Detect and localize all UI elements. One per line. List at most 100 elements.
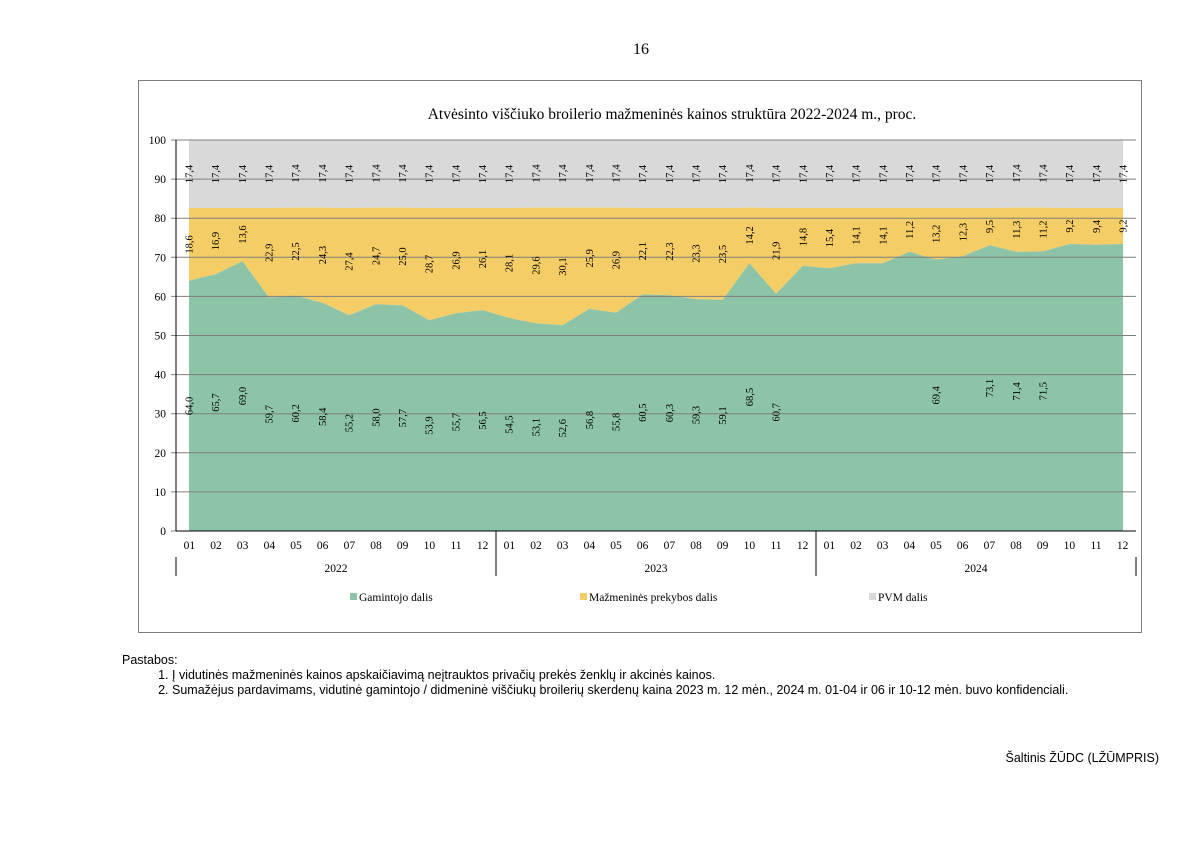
y-tick-label: 60 — [155, 291, 167, 303]
legend-swatch — [580, 593, 587, 600]
data-label-mazmenines: 11,2 — [1038, 221, 1049, 239]
data-label-mazmenines: 27,4 — [345, 252, 356, 271]
data-label-pvm: 17,4 — [905, 164, 916, 183]
data-label-pvm: 17,4 — [878, 164, 889, 183]
x-tick-label: 10 — [1064, 540, 1076, 552]
data-label-pvm: 17,4 — [505, 164, 516, 183]
data-label-gamintojo: 60,2 — [291, 404, 302, 422]
data-label-mazmenines: 14,8 — [798, 228, 809, 246]
data-label-pvm: 17,4 — [238, 164, 249, 183]
data-label-gamintojo: 53,9 — [425, 416, 436, 434]
x-tick-label: 07 — [344, 540, 356, 552]
data-label-pvm: 17,4 — [211, 164, 222, 183]
notes-list: Į vidutinės mažmeninės kainos apskaičiav… — [122, 668, 1152, 698]
data-label-mazmenines: 22,1 — [638, 242, 649, 260]
legend-label: Mažmeninės prekybos dalis — [589, 592, 718, 604]
data-label-mazmenines: 9,2 — [1065, 219, 1076, 232]
data-label-mazmenines: 12,3 — [958, 223, 969, 241]
x-tick-label: 11 — [770, 540, 781, 552]
data-label-mazmenines: 18,6 — [185, 235, 196, 253]
data-label-pvm: 17,4 — [318, 164, 329, 183]
x-tick-label: 02 — [850, 540, 862, 552]
x-tick-label: 06 — [957, 540, 969, 552]
data-label-gamintojo: 71,5 — [1038, 382, 1049, 400]
data-label-pvm: 17,4 — [985, 164, 996, 183]
data-label-mazmenines: 25,0 — [398, 247, 409, 265]
data-label-mazmenines: 13,2 — [932, 225, 943, 243]
data-label-mazmenines: 9,5 — [985, 220, 996, 233]
data-label-mazmenines: 25,9 — [585, 249, 596, 267]
data-label-pvm: 17,4 — [718, 164, 729, 183]
data-label-pvm: 17,4 — [958, 164, 969, 183]
data-label-mazmenines: 11,3 — [1012, 221, 1023, 239]
x-tick-label: 05 — [930, 540, 942, 552]
price-structure-chart: Atvėsinto viščiuko broilerio mažmeninės … — [149, 106, 1137, 604]
year-label: 2023 — [645, 563, 668, 575]
data-label-pvm: 17,4 — [185, 164, 196, 183]
x-tick-label: 04 — [264, 540, 276, 552]
data-label-gamintojo: 56,5 — [478, 411, 489, 429]
data-label-pvm: 17,4 — [585, 164, 596, 183]
x-tick-label: 08 — [370, 540, 382, 552]
data-label-pvm: 17,4 — [745, 164, 756, 183]
data-label-gamintojo: 54,5 — [505, 415, 516, 433]
y-tick-label: 30 — [155, 409, 167, 421]
data-label-mazmenines: 22,3 — [665, 242, 676, 260]
data-label-mazmenines: 13,6 — [238, 225, 249, 243]
data-label-gamintojo: 52,6 — [558, 419, 569, 437]
data-label-pvm: 17,4 — [398, 164, 409, 183]
data-label-mazmenines: 29,6 — [531, 256, 542, 274]
x-tick-label: 05 — [290, 540, 302, 552]
x-tick-label: 01 — [184, 540, 196, 552]
data-label-gamintojo: 55,7 — [451, 413, 462, 431]
data-label-gamintojo: 65,7 — [211, 393, 222, 411]
x-tick-label: 11 — [450, 540, 461, 552]
data-label-gamintojo: 56,8 — [585, 411, 596, 429]
data-label-mazmenines: 14,1 — [852, 226, 863, 244]
x-tick-label: 04 — [584, 540, 596, 552]
x-tick-label: 04 — [904, 540, 916, 552]
legend-swatch — [869, 593, 876, 600]
data-label-pvm: 17,4 — [665, 164, 676, 183]
note-item: Sumažėjus pardavimams, vidutinė gamintoj… — [172, 683, 1152, 698]
data-label-pvm: 17,4 — [1038, 164, 1049, 183]
data-label-mazmenines: 30,1 — [558, 257, 569, 275]
data-label-mazmenines: 28,1 — [505, 254, 516, 272]
data-label-gamintojo: 59,3 — [692, 406, 703, 424]
data-label-mazmenines: 9,2 — [1119, 219, 1130, 232]
data-label-mazmenines: 22,5 — [291, 242, 302, 260]
data-label-gamintojo: 59,7 — [265, 405, 276, 423]
data-label-mazmenines: 24,3 — [318, 246, 329, 264]
data-label-gamintojo: 55,2 — [345, 414, 356, 432]
x-tick-label: 05 — [610, 540, 622, 552]
x-tick-label: 02 — [210, 540, 222, 552]
chart-frame — [138, 80, 1142, 633]
data-label-gamintojo: 69,0 — [238, 387, 249, 405]
x-tick-label: 12 — [477, 540, 489, 552]
legend-label: Gamintojo dalis — [359, 592, 433, 604]
y-tick-label: 100 — [149, 135, 167, 147]
data-label-pvm: 17,4 — [612, 164, 623, 183]
data-label-pvm: 17,4 — [772, 164, 783, 183]
y-tick-label: 70 — [155, 252, 167, 264]
data-label-gamintojo: 58,0 — [371, 408, 382, 426]
data-label-pvm: 17,4 — [1065, 164, 1076, 183]
page-number: 16 — [633, 41, 649, 58]
data-label-pvm: 17,4 — [638, 164, 649, 183]
x-tick-label: 07 — [984, 540, 996, 552]
notes-section: Pastabos: Į vidutinės mažmeninės kainos … — [122, 653, 1152, 698]
data-label-gamintojo: 60,7 — [772, 403, 783, 421]
data-label-mazmenines: 24,7 — [371, 247, 382, 265]
data-label-gamintojo: 59,1 — [718, 406, 729, 424]
data-label-mazmenines: 26,1 — [478, 250, 489, 268]
data-label-gamintojo: 57,7 — [398, 409, 409, 427]
data-label-gamintojo: 55,8 — [612, 413, 623, 431]
area-gamintojo-dalis — [189, 244, 1123, 531]
legend-swatch — [350, 593, 357, 600]
x-tick-label: 10 — [744, 540, 756, 552]
year-label: 2022 — [325, 563, 348, 575]
data-label-pvm: 17,4 — [1119, 164, 1130, 183]
data-label-pvm: 17,4 — [1012, 164, 1023, 183]
x-tick-label: 08 — [690, 540, 702, 552]
y-tick-label: 80 — [155, 213, 167, 225]
